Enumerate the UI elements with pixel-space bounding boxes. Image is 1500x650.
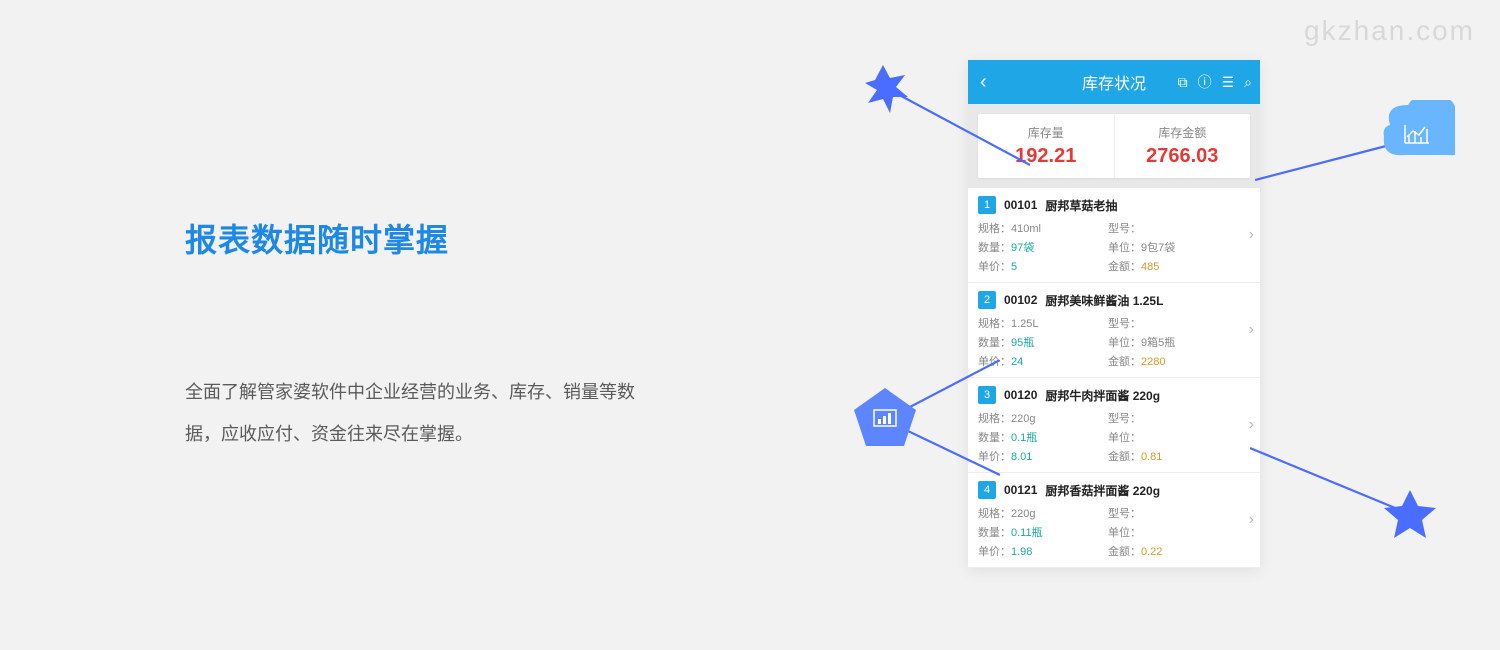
item-model: 型号： <box>1108 315 1238 331</box>
item-amount: 金额：0.22 <box>1108 543 1238 559</box>
item-code: 00101 <box>1004 198 1037 212</box>
deco-cloud <box>1255 100 1455 220</box>
item-code: 00121 <box>1004 483 1037 497</box>
item-unit: 单位：9包7袋 <box>1108 239 1238 255</box>
chevron-right-icon: › <box>1249 416 1254 434</box>
item-qty: 数量：95瓶 <box>978 334 1108 350</box>
item-price: 单价：1.98 <box>978 543 1108 559</box>
item-spec: 规格：410ml <box>978 220 1108 236</box>
chevron-right-icon: › <box>1249 321 1254 339</box>
item-unit: 单位： <box>1108 524 1238 540</box>
item-price: 单价：5 <box>978 258 1108 274</box>
item-name: 厨邦牛肉拌面酱 220g <box>1045 387 1160 404</box>
item-model: 型号： <box>1108 505 1238 521</box>
item-name: 厨邦香菇拌面酱 220g <box>1045 482 1160 499</box>
watermark-text: gkzhan.com <box>1304 15 1475 47</box>
deco-pentagon <box>830 360 1000 480</box>
item-amount: 金额：2280 <box>1108 353 1238 369</box>
summary-amount-value: 2766.03 <box>1115 145 1251 168</box>
titlebar-actions: ⧉ ⓘ ☰ ⌕ <box>1178 72 1252 92</box>
item-code: 00120 <box>1004 388 1037 402</box>
list-item[interactable]: 2 00102 厨邦美味鲜酱油 1.25L 规格：1.25L型号：数量：95瓶单位：9… <box>968 283 1260 378</box>
item-unit: 单位：9箱5瓶 <box>1108 334 1238 350</box>
summary-amount: 库存金额 2766.03 <box>1114 114 1251 178</box>
scan-icon[interactable]: ⧉ <box>1178 74 1188 91</box>
body-text: 全面了解管家婆软件中企业经营的业务、库存、销量等数据，应收应付、资金往来尽在掌握… <box>185 371 655 455</box>
item-spec: 规格：220g <box>978 505 1108 521</box>
list-item[interactable]: 1 00101 厨邦草菇老抽规格：410ml型号：数量：97袋单位：9包7袋单价：5… <box>968 188 1260 283</box>
list-item[interactable]: 300120厨邦牛肉拌面酱 220g规格：220g型号：数量：0.1瓶单位：单价… <box>968 378 1260 473</box>
item-index-badge: 2 <box>978 291 996 309</box>
deco-burst <box>850 35 1030 175</box>
chevron-right-icon: › <box>1249 226 1254 244</box>
info-icon[interactable]: ⓘ <box>1198 72 1212 92</box>
search-icon[interactable]: ⌕ <box>1244 74 1252 91</box>
item-code: 00102 <box>1004 293 1037 307</box>
item-model: 型号： <box>1108 410 1238 426</box>
inventory-list: 100101厨邦草菇老抽规格：410ml型号：数量：97袋单位：9包7袋单价：5… <box>968 188 1260 568</box>
item-unit: 单位： <box>1108 429 1238 445</box>
item-name: 厨邦草菇老抽 <box>1045 197 1117 214</box>
headline: 报表数据随时掌握 <box>185 215 655 261</box>
item-qty: 数量：97袋 <box>978 239 1108 255</box>
item-amount: 金额：0.81 <box>1108 448 1238 464</box>
item-index-badge: 4 <box>978 481 996 499</box>
item-model: 型号： <box>1108 220 1238 236</box>
summary-amount-label: 库存金额 <box>1115 124 1251 141</box>
deco-star <box>1250 440 1450 560</box>
list-item[interactable]: 4 00121 厨邦香菇拌面酱 220g 规格：220g型号：数量：0.11瓶单位：单… <box>968 473 1260 568</box>
list-icon[interactable]: ☰ <box>1222 74 1235 91</box>
item-spec: 规格：1.25L <box>978 315 1108 331</box>
item-amount: 金额：485 <box>1108 258 1238 274</box>
item-qty: 数量：0.11瓶 <box>978 524 1108 540</box>
marketing-copy: 报表数据随时掌握 全面了解管家婆软件中企业经营的业务、库存、销量等数据，应收应付… <box>185 215 655 455</box>
item-index-badge: 1 <box>978 196 996 214</box>
item-name: 厨邦美味鲜酱油 1.25L <box>1045 292 1163 309</box>
